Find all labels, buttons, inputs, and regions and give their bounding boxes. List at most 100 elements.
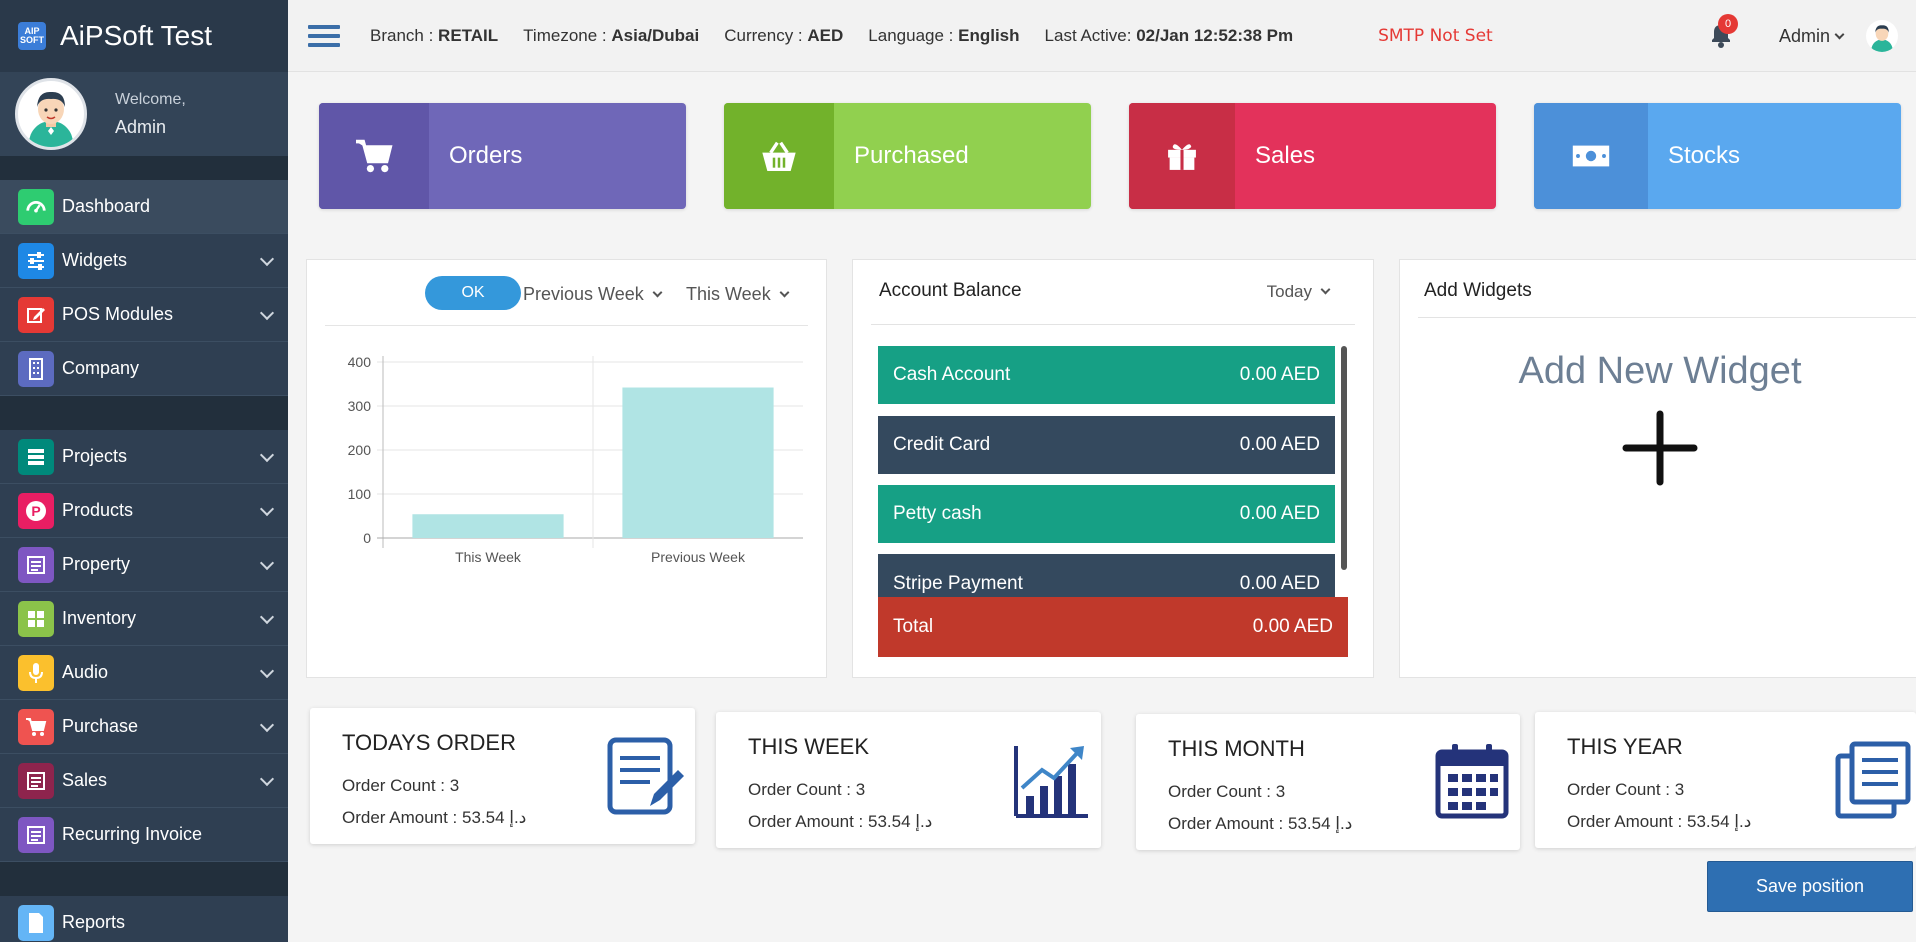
tile-stocks[interactable]: Stocks <box>1534 103 1901 209</box>
chevron-down-icon <box>259 447 275 463</box>
timezone-info: Timezone : Asia/Dubai <box>523 25 700 45</box>
add-widgets-title: Add Widgets <box>1424 280 1532 301</box>
sidebar-item-property[interactable]: Property <box>0 538 288 592</box>
ok-button[interactable]: OK <box>425 276 521 310</box>
list-icon <box>18 762 54 799</box>
user-name: Admin <box>115 116 167 137</box>
app-logo: AIP SOFT <box>18 22 46 50</box>
chevron-down-icon <box>1834 29 1845 40</box>
language-info: Language : English <box>868 25 1020 45</box>
server-icon <box>18 438 54 475</box>
last-active-info: Last Active: 02/Jan 12:52:38 Pm <box>1044 25 1294 45</box>
y-tick-label: 100 <box>348 486 372 502</box>
previous-week-dropdown[interactable]: Previous Week <box>523 284 663 305</box>
sidebar-item-recurring-invoice[interactable]: Recurring Invoice <box>0 808 288 862</box>
sidebar-item-purchase[interactable]: Purchase <box>0 700 288 754</box>
file-icon <box>18 904 54 941</box>
chevron-down-icon <box>259 771 275 787</box>
summary-title: THIS MONTH <box>1168 736 1305 761</box>
sidebar-item-reports[interactable]: Reports <box>0 896 288 942</box>
summary-this-week: THIS WEEK Order Count : 3 Order Amount :… <box>716 712 1101 848</box>
save-position-button[interactable]: Save position <box>1707 861 1913 912</box>
sidebar-item-label: Projects <box>62 446 128 466</box>
tile-sales[interactable]: Sales <box>1129 103 1496 209</box>
account-balance-card: Account Balance Today Cash Account 0.00 A… <box>852 259 1374 678</box>
sidebar-item-audio[interactable]: Audio <box>0 646 288 700</box>
user-menu-dropdown[interactable]: Admin <box>1779 26 1845 47</box>
microphone-icon <box>18 654 54 691</box>
account-total-row: Total 0.00 AED <box>878 597 1348 657</box>
summary-title: THIS YEAR <box>1567 734 1683 759</box>
cart-icon <box>319 103 429 209</box>
sidebar-divider <box>0 156 288 180</box>
edit-icon <box>18 296 54 333</box>
account-row-stripe[interactable]: Stripe Payment 0.00 AED <box>878 554 1335 597</box>
summary-count: Order Count : 3 <box>342 776 460 795</box>
chart-card: OK Previous Week This Week 0 100 200 300 400… <box>306 259 827 678</box>
calendar-icon <box>1435 744 1509 819</box>
period-dropdown[interactable]: Today <box>1267 282 1331 302</box>
user-panel: Welcome, Admin <box>0 72 288 156</box>
app-title: AiPSoft Test <box>60 20 213 51</box>
plus-icon[interactable] <box>1622 410 1698 486</box>
add-new-widget-label[interactable]: Add New Widget <box>1518 350 1802 392</box>
summary-this-month: THIS MONTH Order Count : 3 Order Amount … <box>1136 714 1520 850</box>
tile-label: Stocks <box>1668 142 1741 169</box>
building-icon <box>18 350 54 387</box>
chevron-down-icon <box>259 305 275 321</box>
welcome-text: Welcome, <box>115 90 186 108</box>
summary-amount: Order Amount : 53.54 د.إ <box>342 808 527 827</box>
this-week-dropdown[interactable]: This Week <box>686 284 790 305</box>
sidebar-item-pos-modules[interactable]: POS Modules <box>0 288 288 342</box>
chevron-down-icon <box>779 287 790 298</box>
brand[interactable]: AIP SOFT AiPSoft Test <box>0 0 288 72</box>
list-icon <box>18 816 54 853</box>
sidebar-item-inventory[interactable]: Inventory <box>0 592 288 646</box>
scrollbar[interactable] <box>1341 346 1347 570</box>
growth-chart-icon <box>1014 746 1088 818</box>
sidebar-item-company[interactable]: Company <box>0 342 288 396</box>
y-tick-label: 400 <box>348 354 372 370</box>
sidebar-item-label: Property <box>62 554 131 574</box>
account-row-cash[interactable]: Cash Account 0.00 AED <box>878 346 1335 404</box>
chevron-down-icon <box>259 609 275 625</box>
sidebar: AIP SOFT AiPSoft Test Welcome, Admin Das… <box>0 0 288 942</box>
sidebar-item-widgets[interactable]: Widgets <box>0 234 288 288</box>
summary-this-year: THIS YEAR Order Count : 3 Order Amount :… <box>1535 712 1916 848</box>
sidebar-item-label: Sales <box>62 770 108 790</box>
sidebar-item-products[interactable]: P Products <box>0 484 288 538</box>
sidebar-item-sales[interactable]: Sales <box>0 754 288 808</box>
account-row-petty-cash[interactable]: Petty cash 0.00 AED <box>878 485 1335 543</box>
summary-title: TODAYS ORDER <box>342 730 516 755</box>
sidebar-item-label: Dashboard <box>62 196 151 216</box>
chevron-down-icon <box>259 251 275 267</box>
avatar[interactable] <box>1866 20 1898 52</box>
sidebar-item-dashboard[interactable]: Dashboard <box>0 180 288 234</box>
hamburger-menu-icon[interactable] <box>308 20 340 52</box>
currency-info: Currency : AED <box>724 25 844 45</box>
summary-count: Order Count : 3 <box>1168 782 1286 801</box>
summary-amount: Order Amount : 53.54 د.إ <box>1168 814 1353 833</box>
bar[interactable] <box>622 387 774 538</box>
gift-icon <box>1129 103 1235 209</box>
bar-chart: 0 100 200 300 400 This Week Previous Week <box>348 354 803 565</box>
summary-amount: Order Amount : 53.54 د.إ <box>1567 812 1752 831</box>
sidebar-item-projects[interactable]: Projects <box>0 430 288 484</box>
tile-label: Sales <box>1255 142 1316 169</box>
tile-purchased[interactable]: Purchased <box>724 103 1091 209</box>
chevron-down-icon <box>259 663 275 679</box>
account-row-credit-card[interactable]: Credit Card 0.00 AED <box>878 416 1335 474</box>
tile-orders[interactable]: Orders <box>319 103 686 209</box>
add-widgets-card: Add Widgets Add New Widget <box>1399 259 1916 678</box>
grid-icon <box>18 600 54 637</box>
bar[interactable] <box>412 514 564 538</box>
sidebar-divider <box>0 396 288 430</box>
sidebar-item-label: POS Modules <box>62 304 174 324</box>
tile-label: Orders <box>449 142 523 169</box>
money-icon <box>1534 103 1648 209</box>
chevron-down-icon <box>259 717 275 733</box>
smtp-warning[interactable]: SMTP Not Set <box>1378 25 1493 46</box>
summary-count: Order Count : 3 <box>748 780 866 799</box>
sidebar-item-label: Company <box>62 358 140 378</box>
y-tick-label: 0 <box>363 530 371 546</box>
